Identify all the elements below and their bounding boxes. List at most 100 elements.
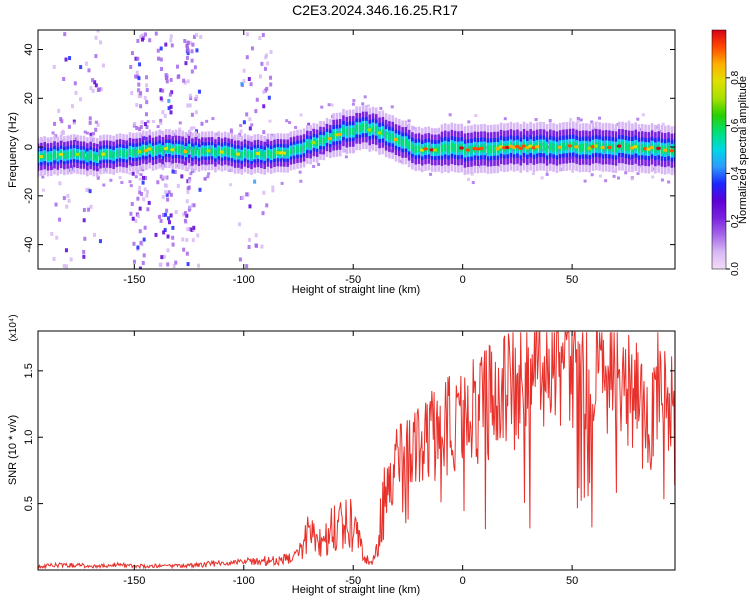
- spectrogram-speckle: [285, 119, 289, 123]
- ridge-segment: [604, 143, 608, 152]
- ridge-segment: [92, 153, 96, 160]
- spectrogram-speckle: [185, 199, 189, 204]
- spectrogram-speckle: [199, 34, 203, 39]
- spectrogram-speckle: [180, 174, 184, 179]
- ridge-peak: [633, 145, 638, 149]
- spectrogram-speckle: [269, 49, 273, 54]
- ridge-peak: [255, 151, 261, 156]
- spectrogram-speckle: [471, 181, 475, 185]
- spectrogram-speckle: [158, 262, 162, 267]
- ridge-segment: [348, 127, 352, 135]
- spectrogram-speckle: [248, 137, 252, 142]
- ridge-segment: [388, 132, 391, 141]
- spectrogram-speckle: [190, 112, 194, 117]
- spectrogram-speckle: [299, 113, 303, 117]
- spectrogram-speckle: [651, 175, 655, 179]
- spectrogram-speckle: [68, 56, 72, 61]
- ridge-segment: [309, 141, 312, 148]
- spectrogram-speckle: [248, 126, 252, 131]
- spectrogram-speckle: [162, 254, 166, 259]
- spectrogram-speckle: [448, 113, 452, 117]
- spectrogram-speckle: [261, 32, 265, 37]
- ridge-segment: [177, 146, 181, 153]
- ridge-segment: [99, 151, 102, 159]
- spectrogram-speckle: [467, 120, 471, 124]
- spectrogram-speckle: [91, 131, 95, 135]
- spectrogram-speckle: [652, 167, 656, 171]
- ridge-segment: [66, 151, 69, 159]
- snr-panel: -150 -100 -50 0 50 0.5 1.0 1.5 Height of strai…: [7, 314, 676, 596]
- spectrogram-speckle: [61, 129, 65, 133]
- spectrogram-speckle: [169, 192, 173, 197]
- spectrogram-speckle: [139, 91, 143, 96]
- spectrogram-speckle: [271, 188, 275, 193]
- spectrogram-speckle: [171, 235, 175, 240]
- colorbar-tick-label: 0.4: [730, 166, 741, 180]
- ridge-segment: [230, 149, 234, 156]
- spectrogram-speckle: [163, 227, 167, 232]
- spectrogram-speckle: [142, 197, 146, 202]
- spectrogram-speckle: [188, 176, 192, 181]
- spectrogram-speckle: [211, 117, 215, 121]
- spectrogram-speckle: [137, 94, 141, 99]
- ridge-segment: [79, 151, 83, 159]
- spectrogram-speckle: [87, 148, 91, 152]
- spectrogram-speckle: [94, 127, 98, 132]
- spectrogram-speckle: [206, 175, 210, 179]
- spectrogram-speckle: [230, 130, 234, 134]
- y-tick-label: 40: [23, 43, 35, 55]
- spectrogram-speckle: [81, 160, 85, 164]
- spectrogram-speckle: [178, 121, 182, 125]
- spectrogram-speckle: [351, 102, 355, 106]
- spectrogram-speckle: [189, 126, 193, 131]
- x-tick-label: -100: [233, 274, 255, 286]
- ridge-peak: [478, 146, 484, 151]
- spectrogram-speckle: [167, 106, 171, 111]
- spectrogram-speckle: [167, 98, 171, 103]
- spectrogram-speckle: [157, 56, 161, 61]
- ridge-segment: [637, 144, 641, 153]
- x-tick-label: 0: [460, 274, 466, 286]
- spectrogram-speckle: [144, 112, 148, 117]
- spectrogram-speckle: [64, 264, 68, 269]
- spectrogram-y-label: Frequency (Hz): [7, 112, 19, 188]
- spectrogram-speckle: [67, 124, 71, 129]
- ridge-peak: [514, 145, 520, 149]
- ridge-segment: [361, 123, 365, 131]
- y-tick-label: 20: [23, 92, 35, 104]
- spectrogram-speckle: [429, 172, 433, 176]
- spectrogram-speckle: [159, 118, 163, 123]
- spectrogram-speckle: [166, 262, 170, 267]
- spectrogram-speckle: [250, 46, 254, 51]
- spectrogram-speckle: [145, 83, 149, 88]
- spectrogram-speckle: [130, 202, 134, 207]
- x-tick-label: 0: [460, 575, 466, 587]
- spectrogram-speckle: [140, 33, 144, 38]
- spectrogram-speckle: [120, 181, 124, 185]
- ridge-segment: [115, 150, 119, 157]
- ridge-segment: [86, 153, 89, 160]
- spectrogram-speckle: [183, 80, 187, 85]
- ridge-segment: [214, 149, 217, 156]
- spectrogram-speckle: [144, 175, 148, 180]
- spectrogram-speckle: [474, 114, 478, 118]
- ridge-segment: [417, 145, 421, 153]
- spectrogram-speckle: [598, 174, 602, 178]
- ridge-peak: [534, 145, 540, 149]
- spectrogram-speckle: [196, 233, 200, 238]
- ridge-segment: [210, 147, 214, 154]
- spectrogram-speckle: [156, 48, 160, 53]
- spectrogram-speckle: [191, 238, 195, 243]
- spectrogram-speckle: [183, 218, 187, 223]
- spectrogram-speckle: [159, 46, 163, 51]
- spectrogram-speckle: [548, 119, 552, 123]
- spectrogram-speckle: [135, 125, 139, 130]
- spectrogram-speckle: [195, 94, 199, 99]
- ridge-segment: [355, 124, 358, 132]
- ridge-segment: [141, 146, 145, 154]
- ridge-segment: [233, 151, 237, 158]
- spectrogram-speckle: [184, 61, 188, 66]
- spectrogram-speckle: [109, 178, 113, 182]
- ridge-segment: [322, 137, 326, 144]
- spectrogram-speckle: [251, 158, 255, 162]
